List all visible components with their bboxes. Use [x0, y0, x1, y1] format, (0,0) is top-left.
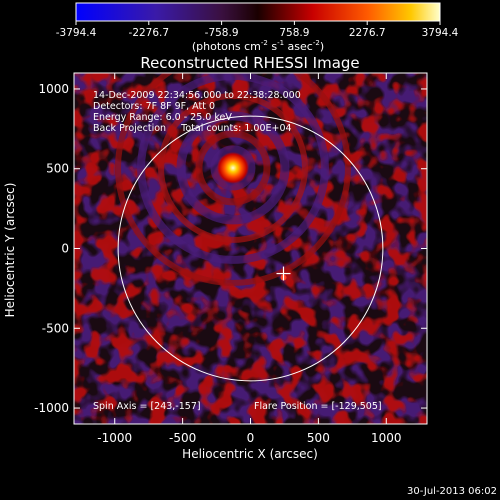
colorbar: -3794.4 -2276.7 -758.9 758.9 2276.7 3794.4 (p…	[56, 2, 459, 53]
colorbar-tick-label: 3794.4	[422, 27, 459, 39]
chart-title: Reconstructed RHESSI Image	[140, 54, 359, 72]
plot-image	[74, 73, 427, 424]
colorbar-units: (photons cm-2 s-1 asec-2)	[192, 39, 324, 53]
flare-position-label: Flare Position = [-129,505]	[254, 401, 382, 412]
observation-info: 14-Dec-2009 22:34:56.000 to 22:38:28.000…	[93, 90, 301, 134]
y-axis-ticks: 1000 500 0 -500 -1000	[34, 82, 427, 415]
x-tick-label: -500	[169, 431, 196, 445]
info-line-detectors: Detectors: 7F 8F 9F, Att 0	[93, 101, 215, 112]
y-tick-label: -1000	[34, 401, 69, 415]
flare-source-blob	[216, 151, 249, 184]
x-tick-label: 500	[307, 431, 330, 445]
colorbar-tick-label: 758.9	[279, 27, 309, 39]
colorbar-ticks: -3794.4 -2276.7 -758.9 758.9 2276.7 3794.4	[56, 21, 459, 39]
projection-ring	[176, 111, 290, 225]
x-axis-label: Heliocentric X (arcsec)	[182, 447, 318, 461]
projection-ring	[115, 73, 351, 286]
x-tick-label: 1000	[371, 431, 402, 445]
projection-ring	[157, 92, 308, 243]
colorbar-gradient	[75, 2, 441, 22]
footer-timestamp: 30-Jul-2013 06:02	[407, 486, 497, 497]
info-line-time: 14-Dec-2009 22:34:56.000 to 22:38:28.000	[93, 90, 301, 101]
spin-axis-label: Spin Axis = [243,-157]	[93, 401, 201, 412]
info-line-energy: Energy Range: 6.0 - 25.0 keV	[93, 112, 232, 123]
y-tick-label: -500	[42, 321, 69, 335]
colorbar-tick-label: -3794.4	[56, 27, 97, 39]
x-axis-ticks: -1000 -500 0 500 1000	[97, 73, 402, 445]
x-tick-label: 0	[247, 431, 255, 445]
y-tick-label: 0	[61, 242, 69, 256]
projection-ring	[137, 73, 329, 264]
colorbar-tick-label: -2276.7	[129, 27, 170, 39]
colorbar-tick-label: -758.9	[205, 27, 239, 39]
flare-source	[216, 151, 249, 184]
projection-ring	[210, 145, 256, 191]
y-tick-label: 500	[46, 162, 69, 176]
y-axis-label: Heliocentric Y (arcsec)	[3, 183, 17, 318]
projection-ring	[195, 130, 271, 206]
back-projection-rings	[115, 73, 351, 286]
overlay	[117, 115, 384, 382]
x-tick-label: -1000	[97, 431, 132, 445]
info-line-method: Back Projection Total counts: 1.00E+04	[93, 123, 292, 134]
colorbar-tick-label: 2276.7	[349, 27, 386, 39]
solar-limb-circle	[117, 115, 384, 382]
y-tick-label: 1000	[38, 82, 69, 96]
